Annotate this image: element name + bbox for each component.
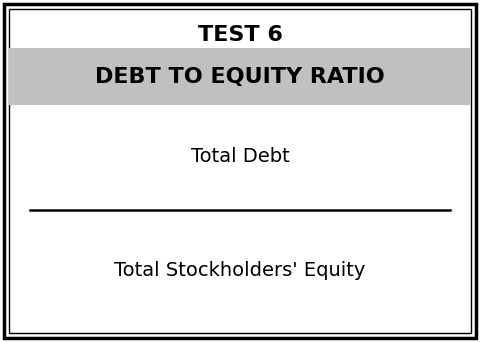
Bar: [9, 48, 471, 105]
Text: Total Stockholders' Equity: Total Stockholders' Equity: [114, 261, 366, 279]
Text: TEST 6: TEST 6: [198, 25, 282, 45]
Text: DEBT TO EQUITY RATIO: DEBT TO EQUITY RATIO: [95, 67, 385, 87]
Text: Total Debt: Total Debt: [191, 147, 289, 167]
